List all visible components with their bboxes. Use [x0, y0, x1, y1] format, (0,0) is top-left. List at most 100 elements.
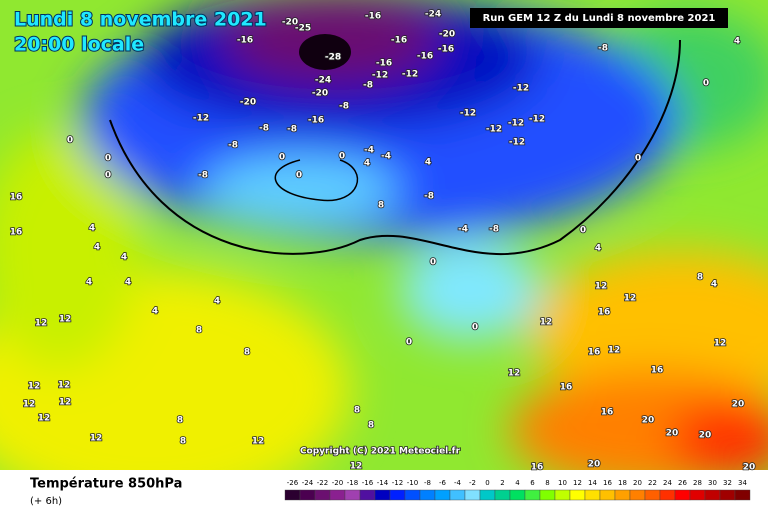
scale-box — [569, 489, 586, 501]
contour-label: 8 — [368, 421, 374, 431]
scale-label: -18 — [347, 479, 358, 487]
contour-label: -16 — [237, 36, 253, 46]
contour-label: 4 — [711, 280, 717, 290]
contour-label: -16 — [365, 12, 381, 22]
scale-box — [284, 489, 301, 501]
scale-label: -2 — [469, 479, 476, 487]
contour-label: 0 — [580, 226, 586, 236]
contour-label: -8 — [228, 141, 238, 151]
contour-label: 0 — [67, 136, 73, 146]
contour-label: -8 — [363, 81, 373, 91]
scale-label: 10 — [558, 479, 567, 487]
contour-label: 16 — [560, 383, 573, 393]
copyright: Copyright (C) 2021 Meteociel.fr — [300, 447, 461, 457]
scale-label: 0 — [485, 479, 489, 487]
contour-label: 16 — [10, 193, 23, 203]
scale-label: -24 — [302, 479, 314, 487]
contour-label: 4 — [125, 278, 131, 288]
scale-label: -4 — [454, 479, 462, 487]
contour-label: -12 — [402, 70, 418, 80]
contour-label: 8 — [180, 437, 186, 447]
scale-box — [479, 489, 496, 501]
scale-box — [404, 489, 421, 501]
contour-label: -8 — [198, 171, 208, 181]
contour-label: 12 — [350, 462, 363, 472]
contour-label: 8 — [378, 201, 384, 211]
contour-label: 4 — [89, 224, 95, 234]
contour-label: -8 — [339, 102, 349, 112]
contour-label: 4 — [364, 159, 370, 169]
contour-label: 12 — [90, 434, 103, 444]
contour-label: 12 — [624, 294, 637, 304]
scale-label: -22 — [317, 479, 328, 487]
contour-label: 12 — [59, 398, 72, 408]
contour-label: -12 — [486, 125, 502, 135]
scale-box — [689, 489, 706, 501]
contour-label: 0 — [406, 338, 412, 348]
contour-label: 8 — [244, 348, 250, 358]
contour-label: 12 — [28, 382, 41, 392]
contour-label: 12 — [23, 400, 36, 410]
contour-label: -24 — [315, 76, 331, 86]
scale-label: 14 — [588, 479, 597, 487]
contour-label: 20 — [743, 463, 756, 473]
scale-label: 28 — [693, 479, 702, 487]
scale-box — [614, 489, 631, 501]
contour-label: 12 — [38, 414, 51, 424]
contour-label: -4 — [381, 152, 391, 162]
scale-box — [434, 489, 451, 501]
contour-label: 20 — [699, 431, 712, 441]
scale-label: 18 — [618, 479, 627, 487]
scale-label: 12 — [573, 479, 582, 487]
contour-label: 0 — [105, 154, 111, 164]
contour-label: -20 — [439, 30, 455, 40]
scale-box — [674, 489, 691, 501]
contour-label: -12 — [529, 115, 545, 125]
scale-label: 30 — [708, 479, 717, 487]
scale-box — [509, 489, 526, 501]
contour-label: -20 — [282, 18, 298, 28]
scale-label: 4 — [515, 479, 520, 487]
contour-label: 0 — [339, 152, 345, 162]
contour-label: 12 — [59, 315, 72, 325]
contour-label: 4 — [595, 244, 601, 254]
scale-box — [494, 489, 511, 501]
scale-label: 32 — [723, 479, 732, 487]
contour-label: -8 — [424, 192, 434, 202]
contour-label: -12 — [513, 84, 529, 94]
contour-label: 16 — [10, 228, 23, 238]
contour-label: 12 — [252, 437, 265, 447]
contour-label: 16 — [601, 408, 614, 418]
scale-box — [359, 489, 376, 501]
contour-label: -12 — [508, 119, 524, 129]
contour-label: -8 — [598, 44, 608, 54]
contour-label: 12 — [35, 319, 48, 329]
contour-label: 12 — [714, 339, 727, 349]
contour-label: 20 — [588, 460, 601, 470]
scale-label: 24 — [663, 479, 672, 487]
scale-box — [554, 489, 571, 501]
contour-label: -12 — [460, 109, 476, 119]
scale-label: 6 — [530, 479, 535, 487]
scale-box — [644, 489, 661, 501]
contour-label: 8 — [697, 273, 703, 283]
time: 20:00 locale — [14, 34, 144, 56]
contour-label: 20 — [642, 416, 655, 426]
contour-label: -12 — [509, 138, 525, 148]
scale-label: -6 — [439, 479, 447, 487]
contour-label: 12 — [508, 369, 521, 379]
contour-label: 12 — [608, 346, 621, 356]
contour-label: -16 — [308, 116, 324, 126]
contour-label: 16 — [531, 463, 544, 473]
contour-label: -12 — [372, 71, 388, 81]
contour-label: 8 — [354, 406, 360, 416]
scale-label: -14 — [377, 479, 389, 487]
date: Lundi 8 novembre 2021 — [14, 9, 267, 31]
scale-label: 16 — [603, 479, 612, 487]
contour-label: -16 — [438, 45, 454, 55]
contour-label: 4 — [121, 253, 127, 263]
scale-label: -12 — [392, 479, 403, 487]
footer-step: (+ 6h) — [30, 496, 62, 507]
scale-label: -26 — [287, 479, 299, 487]
